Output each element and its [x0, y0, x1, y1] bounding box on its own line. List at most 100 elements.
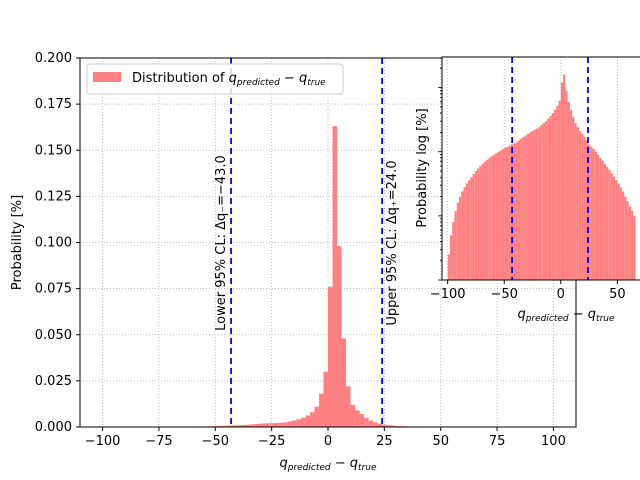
histogram-bar	[488, 157, 491, 280]
histogram-bar	[314, 406, 319, 427]
histogram-bar	[533, 129, 536, 280]
histogram-bar	[219, 425, 225, 427]
histogram-bar	[529, 132, 532, 280]
histogram-bar	[255, 423, 261, 427]
histogram-bar	[628, 206, 631, 280]
histogram-bar	[449, 235, 453, 280]
histogram-bar	[386, 425, 392, 427]
x-tick-label: 50	[609, 287, 626, 302]
histogram-bar	[278, 422, 283, 427]
main-chart: −100 −75 −50 −25 0 25 50 75 100 0.0000.0250.0500…	[10, 51, 577, 473]
histogram-bar	[490, 156, 493, 280]
y-tick-label: 0.000	[35, 420, 72, 435]
histogram-bar	[621, 191, 625, 280]
x-tick-label: 25	[376, 434, 393, 449]
histogram-bar	[359, 414, 365, 427]
histogram-bar	[599, 157, 602, 280]
histogram-bar	[603, 163, 607, 280]
histogram-bar	[567, 101, 570, 281]
histogram-bar	[468, 180, 471, 280]
histogram-bar	[305, 415, 310, 427]
histogram-bar	[458, 196, 462, 280]
histogram-bar	[377, 423, 383, 427]
x-tick-label: 50	[432, 434, 449, 449]
histogram-bar	[481, 163, 484, 280]
histogram-bar	[531, 131, 534, 280]
x-tick-label: 75	[489, 434, 506, 449]
main-bars	[174, 126, 455, 427]
histogram-bar	[237, 425, 243, 427]
y-tick-label: 0.150	[35, 143, 72, 158]
histogram-bar	[551, 113, 555, 280]
histogram-bar	[355, 410, 360, 427]
main-cl-lines	[230, 58, 384, 427]
histogram-bar	[224, 425, 229, 427]
inset-x-axis-label: qpredicted − qtrue	[517, 307, 615, 324]
histogram-bar	[601, 160, 604, 280]
histogram-bar	[332, 126, 338, 427]
histogram-bar	[504, 147, 507, 280]
histogram-bar	[228, 425, 234, 427]
histogram-bar	[587, 144, 591, 280]
histogram-bar	[585, 140, 588, 280]
y-tick-label: 0.175	[35, 97, 72, 112]
histogram-bar	[560, 82, 564, 280]
y-tick-label: 0.075	[35, 282, 72, 297]
main-x-ticks: −100 −75 −50 −25 0 25 50 75 100	[85, 427, 566, 449]
histogram-bar	[610, 173, 613, 280]
histogram-bar	[556, 105, 559, 280]
histogram-bar	[465, 183, 469, 280]
histogram-bar	[463, 187, 466, 280]
histogram-bar	[454, 210, 457, 280]
inset-y-ticks	[438, 67, 442, 281]
histogram-bar	[291, 420, 297, 427]
histogram-bar	[549, 116, 552, 280]
histogram-bar	[558, 100, 561, 280]
histogram-bar	[506, 146, 509, 280]
x-tick-label: 0	[324, 434, 332, 449]
x-tick-label: −50	[491, 287, 518, 302]
histogram-bar	[341, 338, 347, 427]
histogram-bar	[612, 176, 616, 280]
histogram-bar	[287, 421, 292, 427]
histogram-bar	[269, 423, 274, 427]
inset-axes-frame	[441, 56, 640, 281]
histogram-bar	[513, 143, 516, 280]
histogram-bar	[524, 135, 527, 280]
histogram-bar	[273, 422, 279, 427]
inset-x-ticks: −100 −50 0 50	[430, 280, 626, 302]
histogram-bar	[483, 161, 487, 280]
histogram-bar	[470, 177, 473, 280]
y-tick-label: 0.050	[35, 328, 72, 343]
x-tick-label: −25	[258, 434, 285, 449]
histogram-bar	[497, 151, 500, 280]
y-tick-label: 0.200	[35, 51, 72, 66]
histogram-bar	[395, 425, 401, 427]
histogram-bar	[479, 165, 482, 280]
histogram-bar	[583, 136, 586, 280]
histogram-bar	[486, 159, 489, 280]
histogram-bar	[499, 150, 502, 280]
histogram-bar	[300, 417, 306, 427]
legend: Distribution of qpredicted − qtrue	[86, 63, 344, 95]
histogram-bar	[520, 138, 523, 280]
histogram-bar	[522, 136, 525, 280]
inset-chart: −100 −50 0 50 qpredicted − qtrue Probabilit…	[415, 56, 640, 324]
histogram-bar	[592, 149, 595, 280]
histogram-bar	[492, 154, 496, 280]
histogram-bar	[495, 153, 498, 280]
histogram-bar	[535, 128, 539, 280]
main-x-axis-label: qpredicted − qtrue	[279, 456, 377, 473]
inset-y-axis-label: Probability log [%]	[415, 108, 430, 227]
histogram-bar	[472, 173, 475, 280]
histogram-bar	[538, 127, 541, 280]
histogram-bar	[526, 133, 530, 280]
histogram-bar	[346, 386, 351, 427]
histogram-bar	[251, 424, 256, 427]
histogram-bar	[296, 419, 301, 427]
histogram-bar	[447, 254, 450, 280]
histogram-bar	[569, 109, 573, 280]
histogram-bar	[563, 74, 566, 280]
histogram-bar	[501, 149, 505, 280]
x-tick-label: −50	[202, 434, 229, 449]
